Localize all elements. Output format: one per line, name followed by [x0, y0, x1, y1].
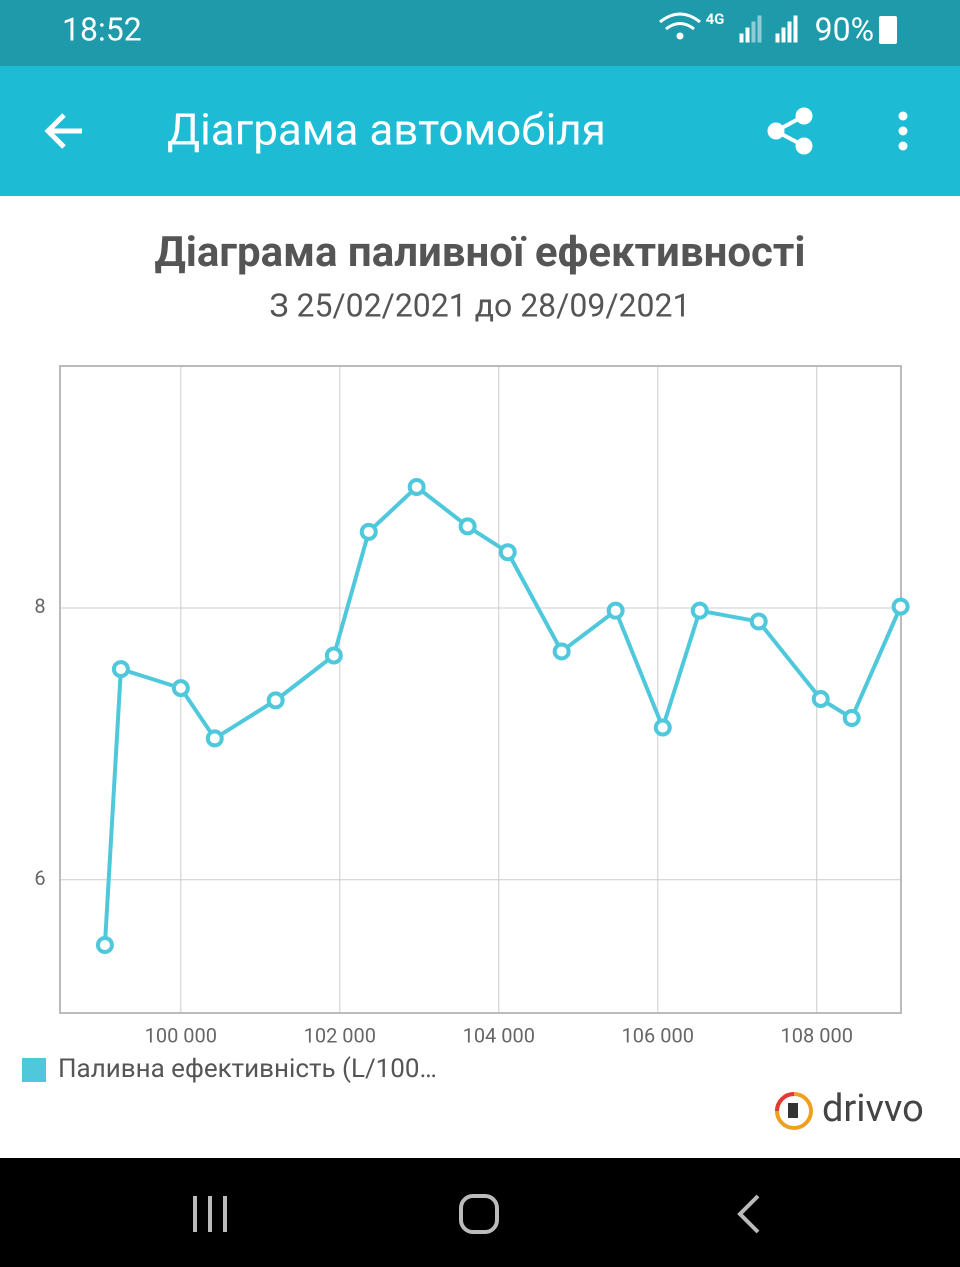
- data-line: [102, 484, 903, 946]
- data-point: [458, 517, 477, 536]
- x-tick-label: 106 000: [622, 1023, 694, 1047]
- x-tick-label: 100 000: [145, 1023, 217, 1047]
- drivvo-logo: [775, 1092, 813, 1130]
- status-bar: [0, 0, 960, 66]
- back-button[interactable]: [44, 113, 82, 149]
- menu-button[interactable]: [898, 111, 908, 151]
- content: [0, 196, 960, 1158]
- app-bar-title: Діаграма автомобіля: [167, 104, 606, 156]
- brand-name: drivvo: [822, 1087, 924, 1131]
- data-point: [653, 718, 672, 737]
- data-point: [498, 543, 517, 562]
- data-point: [95, 936, 114, 955]
- home-button[interactable]: [459, 1194, 499, 1234]
- data-point: [552, 642, 571, 661]
- x-tick-label: 104 000: [463, 1023, 535, 1047]
- data-point: [811, 690, 830, 709]
- data-point: [690, 601, 709, 620]
- x-tick-label: 108 000: [781, 1023, 853, 1047]
- recents-button[interactable]: [193, 1196, 227, 1232]
- battery-level: 90%: [815, 10, 874, 48]
- plot-frame: [59, 365, 902, 1014]
- data-point: [407, 477, 426, 496]
- chart-title: Діаграма паливної ефективності: [155, 228, 806, 277]
- data-point: [205, 729, 224, 748]
- network-type: 4G: [706, 10, 725, 28]
- data-point: [171, 679, 190, 698]
- share-button[interactable]: [767, 107, 813, 155]
- data-point: [324, 646, 343, 665]
- data-point: [606, 601, 625, 620]
- nav-bar: [0, 1158, 960, 1267]
- chart-subtitle: З 25/02/2021 до 28/09/2021: [270, 286, 691, 324]
- data-point: [749, 612, 768, 631]
- y-tick-label: 6: [34, 866, 45, 890]
- data-point: [842, 709, 861, 728]
- x-tick-label: 102 000: [304, 1023, 376, 1047]
- status-icons: [659, 12, 897, 44]
- data-point: [891, 597, 910, 616]
- data-point: [111, 660, 130, 679]
- y-tick-label: 8: [34, 594, 45, 618]
- clock: 18:52: [62, 10, 142, 48]
- data-point: [266, 691, 285, 710]
- data-point: [359, 522, 378, 541]
- plot: 6 8 100 000 102 000 104 000 106 000 108 000 Пал…: [22, 365, 910, 1084]
- legend-swatch: [22, 1058, 46, 1082]
- app-bar: [0, 66, 960, 196]
- legend-label: Паливна ефективність (L/100…: [58, 1054, 437, 1084]
- back-nav-button[interactable]: [737, 1194, 760, 1234]
